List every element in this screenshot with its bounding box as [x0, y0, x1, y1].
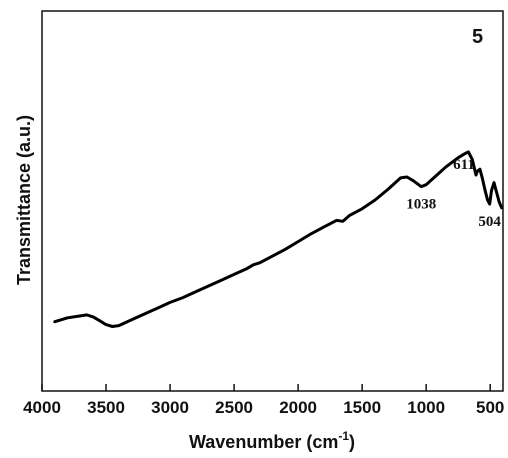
peak-label-611: 611 — [453, 157, 475, 173]
panel-label: 5 — [472, 26, 483, 48]
y-axis-title: Transmittance (a.u.) — [14, 115, 34, 285]
x-axis-title-main: Wavenumber (cm — [189, 432, 338, 452]
x-tick-label: 2500 — [215, 398, 253, 417]
x-axis-title: Wavenumber (cm-1) — [189, 429, 355, 452]
peak-label-1038: 1038 — [406, 197, 436, 213]
peak-annotations: 1038 611 504 — [406, 157, 501, 230]
x-tick-label: 1000 — [407, 398, 445, 417]
x-tick-label: 500 — [476, 398, 504, 417]
plot-frame — [41, 10, 504, 392]
x-tick-label: 4000 — [23, 398, 61, 417]
x-tick-label: 3500 — [87, 398, 125, 417]
x-tick-label: 2000 — [279, 398, 317, 417]
x-tick-label: 1500 — [343, 398, 381, 417]
x-tick-labels: 4000 3500 3000 2500 2000 1500 1000 500 — [23, 398, 504, 417]
x-axis-title-sup: -1 — [338, 429, 349, 443]
peak-label-504: 504 — [478, 214, 501, 230]
spectrum-line — [53, 150, 504, 328]
x-axis-title-end: ) — [349, 432, 355, 452]
x-tick-label: 3000 — [151, 398, 189, 417]
x-ticks — [41, 384, 491, 391]
